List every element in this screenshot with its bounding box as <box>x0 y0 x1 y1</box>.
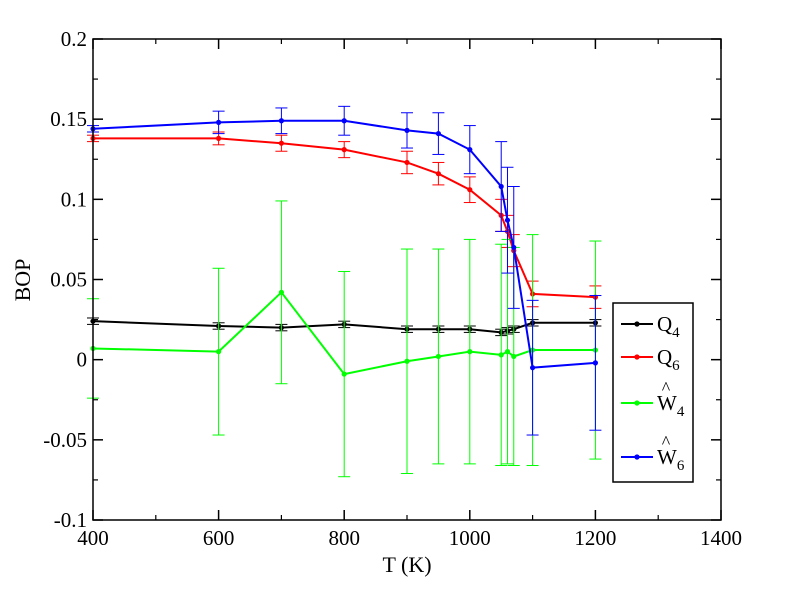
data-point <box>435 171 441 177</box>
data-point <box>341 371 347 377</box>
data-point <box>216 135 222 142</box>
data-point <box>216 119 222 125</box>
data-point <box>467 187 473 193</box>
data-point <box>216 349 222 355</box>
series-line <box>92 320 596 334</box>
data-point <box>504 349 511 355</box>
x-axis-label: T (K) <box>382 552 431 577</box>
series-line <box>92 290 596 376</box>
legend-label: Q6 <box>657 345 680 374</box>
legend-label: Q4 <box>657 312 680 341</box>
y-tick-label: -0.05 <box>43 428 87 452</box>
data-point <box>278 118 284 124</box>
y-tick-label: 0.05 <box>50 268 87 292</box>
data-point <box>341 147 347 153</box>
data-point <box>467 349 473 355</box>
data-point <box>530 365 536 371</box>
data-point <box>404 358 410 364</box>
data-point <box>504 217 511 223</box>
data-point <box>498 183 504 190</box>
x-tick-label: 1200 <box>574 526 616 550</box>
legend-marker <box>634 354 640 360</box>
series-3 <box>87 200 602 478</box>
series-line <box>93 137 596 299</box>
axes: 400 600 800 1000 1200 1400 -0.1 -0.05 0 0.05 0.1 0.… <box>43 27 742 550</box>
x-tick-label: 600 <box>203 526 235 550</box>
data-point <box>278 140 284 146</box>
x-tick-label: 800 <box>328 526 360 550</box>
legend-box <box>612 302 694 483</box>
legend-label: W4 <box>657 391 685 420</box>
legend-marker <box>634 454 640 460</box>
x-tick-label: 400 <box>77 526 109 550</box>
y-tick-label: 0 <box>77 348 88 372</box>
y-tick-label: 0.2 <box>61 27 87 51</box>
data-point <box>404 127 410 133</box>
data-point <box>592 360 599 366</box>
legend-marker <box>634 400 640 406</box>
data-point <box>511 353 517 360</box>
legend-hat: ^ <box>662 432 671 452</box>
series-4 <box>87 105 602 436</box>
series-line <box>92 119 596 369</box>
data-point <box>435 353 441 360</box>
data-point <box>467 147 473 153</box>
y-tick-label: 0.1 <box>61 187 87 211</box>
data-point <box>404 159 410 166</box>
data-point <box>278 289 284 295</box>
data-point <box>511 244 517 251</box>
y-axis-label: BOP <box>10 259 35 302</box>
legend-marker <box>634 321 640 327</box>
plot-area <box>87 105 602 478</box>
x-tick-label: 1000 <box>449 526 491 550</box>
data-point <box>341 118 347 124</box>
data-point <box>498 352 504 358</box>
legend-hat: ^ <box>662 378 671 398</box>
y-tick-label: -0.1 <box>54 508 87 532</box>
y-tick-label: 0.15 <box>50 107 87 131</box>
data-point <box>435 130 441 137</box>
x-tick-label: 1400 <box>700 526 742 550</box>
legend-label: W6 <box>657 445 685 474</box>
